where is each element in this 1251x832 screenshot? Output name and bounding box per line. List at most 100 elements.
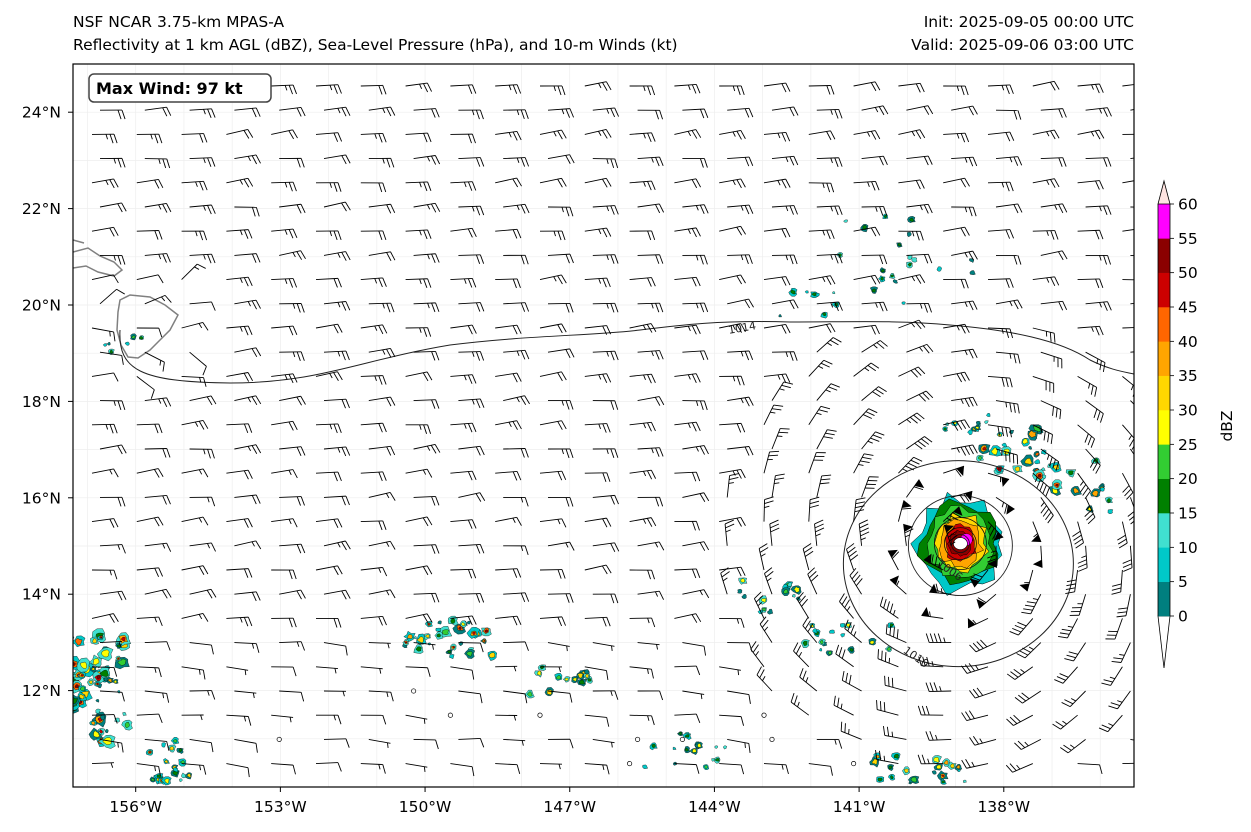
wind-barb bbox=[315, 518, 343, 529]
wind-barb bbox=[91, 133, 118, 144]
wind-barb bbox=[495, 665, 518, 672]
wind-barb bbox=[584, 616, 611, 627]
wind-barb bbox=[951, 156, 978, 167]
isobar-1014 bbox=[119, 321, 1134, 384]
wind-barb bbox=[1117, 521, 1128, 549]
echo-cell bbox=[815, 293, 820, 297]
wind-barb bbox=[458, 205, 485, 216]
wind-barb bbox=[885, 624, 907, 644]
hawaii-coastline bbox=[73, 239, 179, 359]
wind-barb bbox=[360, 84, 387, 95]
wind-barb bbox=[719, 129, 746, 140]
wind-barb bbox=[771, 205, 798, 215]
wind-barb bbox=[629, 277, 656, 287]
wind-barb bbox=[898, 366, 926, 378]
wind-barb bbox=[682, 254, 708, 265]
wind-barb bbox=[458, 157, 485, 167]
wind-barb bbox=[584, 517, 612, 528]
wind-barb bbox=[674, 613, 702, 623]
echo-cell bbox=[897, 242, 902, 247]
echo-cell bbox=[672, 746, 677, 750]
wind-barb bbox=[796, 592, 810, 619]
wind-barb bbox=[898, 412, 925, 426]
echo-cell bbox=[910, 776, 918, 783]
wind-barb bbox=[547, 206, 574, 217]
wind-barb bbox=[136, 713, 163, 724]
echo-cell bbox=[871, 758, 878, 766]
wind-barb bbox=[674, 227, 701, 238]
wind-barb bbox=[1127, 497, 1134, 525]
wind-barb bbox=[271, 420, 298, 431]
wind-barb bbox=[99, 400, 126, 411]
wind-barb bbox=[808, 452, 826, 474]
wind-barb bbox=[799, 668, 818, 692]
wind-barb bbox=[961, 759, 989, 769]
wind-barb bbox=[906, 253, 933, 264]
echo-cell bbox=[792, 594, 796, 598]
wind-barb bbox=[727, 690, 751, 704]
wind-barb bbox=[1032, 178, 1060, 188]
echo-cell bbox=[416, 636, 424, 644]
echo-cell bbox=[740, 578, 746, 583]
wind-barb bbox=[99, 109, 126, 120]
wind-barb bbox=[368, 157, 395, 168]
echo-cell bbox=[100, 636, 103, 639]
wind-barb bbox=[584, 177, 612, 188]
wind-barb bbox=[943, 524, 958, 546]
wind-barb bbox=[189, 351, 207, 376]
echo-cell bbox=[88, 680, 93, 685]
wind-barb bbox=[495, 84, 522, 94]
wind-barb bbox=[1122, 82, 1134, 87]
wind-barb bbox=[853, 453, 874, 474]
wind-barb bbox=[315, 471, 342, 482]
wind-barb bbox=[942, 506, 963, 522]
wind-barb bbox=[719, 85, 745, 96]
wind-barb bbox=[360, 763, 386, 774]
wind-barb bbox=[629, 323, 657, 333]
echo-cell bbox=[761, 598, 767, 603]
wind-barb bbox=[682, 400, 708, 411]
isobar-label: 1014 bbox=[727, 319, 757, 337]
lat-tick-label: 16°N bbox=[22, 489, 61, 507]
echo-cell bbox=[883, 215, 888, 219]
echo-cell bbox=[778, 314, 782, 318]
wind-barb bbox=[627, 761, 633, 767]
colorbar-tick-label: 10 bbox=[1178, 539, 1198, 557]
echo-cell bbox=[173, 767, 179, 773]
wind-barb bbox=[1069, 594, 1087, 616]
wind-barb bbox=[951, 250, 978, 261]
wind-barb bbox=[323, 446, 351, 457]
wind-barb bbox=[226, 177, 254, 188]
echo-cell bbox=[990, 447, 998, 455]
wind-barb bbox=[279, 589, 306, 600]
wind-barb bbox=[1032, 424, 1053, 445]
echo-cell bbox=[793, 586, 800, 593]
wind-barb bbox=[1122, 279, 1134, 281]
wind-barb bbox=[495, 130, 522, 141]
wind-barb bbox=[547, 253, 574, 264]
wind-barb bbox=[99, 544, 126, 554]
colorbar-bin bbox=[1158, 341, 1170, 376]
echo-cell bbox=[890, 274, 895, 278]
wind-barb bbox=[181, 666, 206, 680]
echo-cell bbox=[108, 678, 113, 683]
wind-barb bbox=[458, 492, 486, 502]
wind-barb bbox=[1040, 448, 1060, 471]
echo-cell bbox=[161, 742, 167, 748]
wind-barb bbox=[144, 397, 172, 408]
echo-cell bbox=[73, 697, 78, 704]
echo-cell bbox=[95, 699, 100, 703]
echo-cell bbox=[762, 608, 767, 612]
wind-barb bbox=[413, 302, 440, 313]
wind-barb bbox=[413, 592, 440, 603]
isobar-1010 bbox=[842, 460, 1074, 668]
wind-barb bbox=[674, 84, 701, 94]
wind-barb bbox=[547, 303, 574, 313]
wind-barb bbox=[405, 181, 432, 192]
wind-barb bbox=[1032, 472, 1050, 497]
wind-barb bbox=[674, 520, 700, 531]
wind-barb bbox=[271, 181, 297, 192]
lon-tick-label: 147°W bbox=[543, 798, 596, 816]
wind-barb bbox=[1085, 400, 1104, 423]
wind-barb bbox=[1016, 642, 1042, 659]
